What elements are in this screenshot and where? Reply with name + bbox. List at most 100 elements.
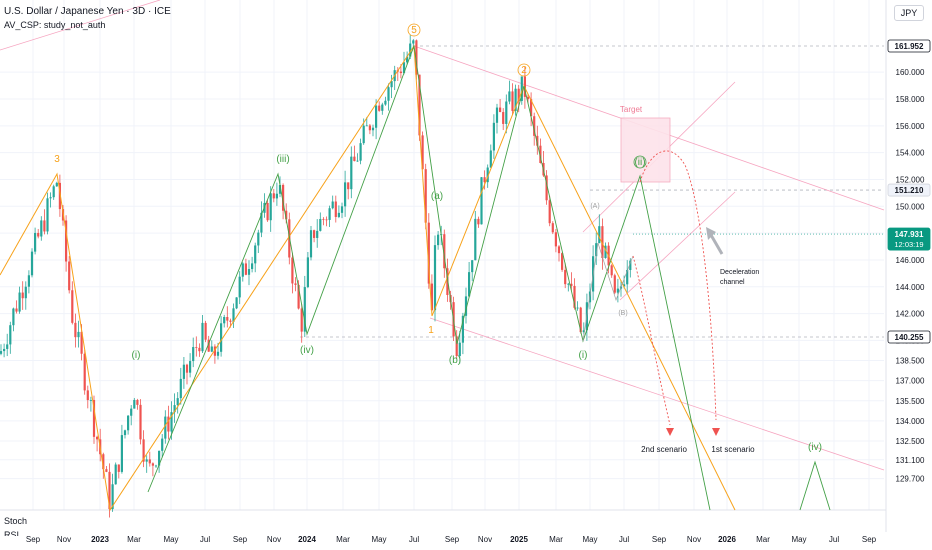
candle-body — [201, 322, 204, 352]
price-tag-box — [887, 330, 931, 344]
candle-body — [328, 208, 331, 220]
currency-button[interactable]: JPY — [894, 5, 924, 21]
trend-lines — [0, 0, 885, 471]
time-axis[interactable]: Sep Nov 2023 Mar May Jul Sep Nov 2024 Mar May Jul Se… — [26, 535, 877, 544]
candle-body — [533, 116, 536, 136]
x-tick-label: Sep — [445, 535, 460, 544]
candle-body — [272, 193, 275, 199]
candle-body — [117, 464, 120, 472]
rsi-label[interactable]: RSI — [4, 530, 20, 536]
x-tick-label: Nov — [687, 535, 701, 544]
stoch-label[interactable]: Stoch — [4, 516, 28, 526]
x-tick-label: Jul — [200, 535, 210, 544]
candle-body — [471, 260, 474, 273]
candle-body — [241, 263, 244, 277]
candle-body — [3, 348, 6, 352]
candle-body — [548, 200, 551, 224]
x-tick-label: Nov — [478, 535, 492, 544]
wave-label: (A) — [590, 203, 599, 210]
candle-body — [464, 296, 468, 316]
wave-label: (b) — [449, 355, 461, 366]
candle-body — [623, 284, 626, 287]
y-tick-label: 129.700 — [896, 475, 925, 484]
candle-body — [65, 220, 68, 262]
wave-label: (ii) — [634, 157, 645, 168]
candle-body — [514, 88, 517, 111]
candle-body — [130, 408, 133, 416]
candle-body — [154, 465, 158, 467]
x-tick-label: 2026 — [718, 535, 736, 544]
target-box — [620, 117, 671, 183]
x-tick-label: Sep — [652, 535, 667, 544]
candle-body — [331, 201, 334, 209]
candle-body — [480, 177, 483, 225]
candle-body — [424, 169, 427, 223]
x-tick-label: Sep — [233, 535, 248, 544]
candle-body — [536, 135, 539, 146]
candle-body — [161, 438, 164, 451]
y-tick-label: 137.000 — [896, 377, 925, 386]
candle-body — [30, 251, 34, 276]
scenario-2-label: 2nd scenario — [641, 445, 687, 454]
candle-body — [223, 317, 226, 324]
abc-line — [582, 242, 634, 342]
candle-body — [421, 135, 424, 170]
candle-body — [350, 156, 353, 190]
candle-body — [52, 186, 55, 198]
candle-body — [306, 257, 309, 288]
x-tick-label: May — [582, 535, 597, 544]
scenario-1-path — [639, 150, 717, 421]
candle-body — [347, 182, 350, 190]
price-axis[interactable]: 160.000 158.000 156.000 154.000 152.000 150.0… — [887, 39, 931, 484]
candle-body — [226, 317, 229, 321]
candle-body — [359, 143, 362, 161]
candles — [0, 35, 632, 518]
candle-body — [517, 88, 520, 101]
y-tick-label: 131.100 — [896, 456, 925, 465]
candle-body — [0, 351, 3, 354]
candle-body — [74, 322, 77, 338]
candle-body — [409, 43, 412, 57]
x-tick-label: 2024 — [298, 535, 316, 544]
candle-body — [567, 283, 570, 285]
y-tick-label: 150.000 — [896, 202, 925, 211]
deceleration-label: Deceleration — [720, 269, 759, 276]
candle-body — [344, 182, 347, 207]
price-tag-value: 140.255 — [895, 333, 924, 342]
y-tick-label: 152.000 — [896, 175, 925, 184]
deceleration-arrow-head — [706, 227, 716, 240]
candle-body — [523, 76, 526, 97]
candle-body — [114, 464, 117, 485]
candle-body — [164, 416, 167, 439]
grid-lines — [0, 0, 887, 532]
x-tick-label: Nov — [267, 535, 281, 544]
candle-body — [604, 245, 607, 259]
candle-body — [257, 232, 260, 246]
candle-body — [185, 364, 189, 373]
candle-body — [313, 230, 316, 238]
wave-label: (a) — [431, 191, 443, 202]
candle-body — [120, 435, 123, 472]
candle-body — [486, 167, 489, 183]
candle-body — [18, 292, 21, 312]
candle-body — [108, 471, 111, 510]
candle-body — [570, 283, 573, 286]
candle-body — [89, 399, 92, 401]
candle-body — [204, 322, 207, 340]
candle-body — [55, 182, 58, 187]
candle-body — [458, 342, 461, 356]
candle-body — [554, 232, 557, 247]
candle-body — [192, 347, 195, 362]
candle-body — [499, 107, 502, 113]
candle-body — [151, 463, 154, 466]
candle-body — [511, 91, 514, 111]
scenario-2-path — [632, 255, 671, 426]
y-tick-label: 154.000 — [896, 149, 925, 158]
candle-body — [210, 346, 213, 352]
candle-body — [170, 412, 173, 432]
candle-body — [430, 283, 433, 311]
symbol-title[interactable]: U.S. Dollar / Japanese Yen · 3D · ICE — [4, 6, 171, 17]
candle-body — [251, 263, 254, 270]
candle-body — [21, 292, 24, 299]
